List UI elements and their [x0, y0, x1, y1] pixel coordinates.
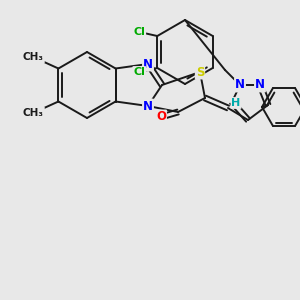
Text: Cl: Cl [133, 27, 145, 37]
Text: Cl: Cl [133, 67, 145, 77]
Text: N: N [143, 100, 153, 112]
Text: N: N [255, 79, 265, 92]
Text: N: N [235, 79, 245, 92]
Text: O: O [156, 110, 166, 124]
Text: N: N [143, 58, 153, 70]
Text: CH₃: CH₃ [23, 107, 44, 118]
Text: CH₃: CH₃ [23, 52, 44, 62]
Text: H: H [231, 98, 241, 108]
Text: S: S [196, 65, 204, 79]
